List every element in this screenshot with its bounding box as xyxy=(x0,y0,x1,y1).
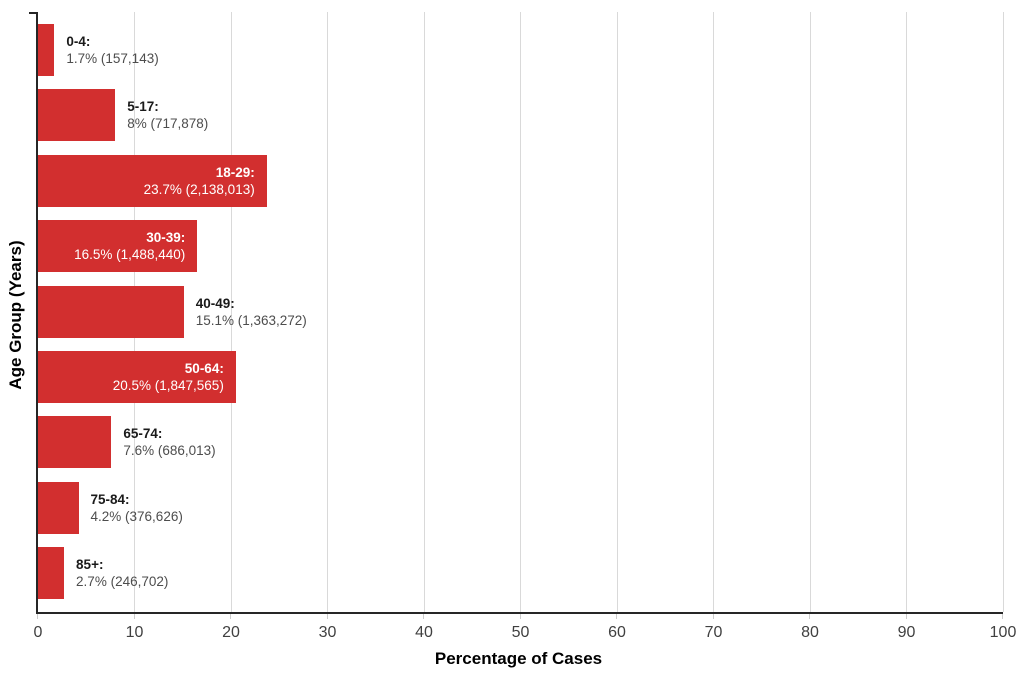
bar-label-value: 20.5% (1,847,565) xyxy=(112,378,224,393)
bar-30-39 xyxy=(38,220,198,273)
bar-label-group: 40-49: xyxy=(195,295,235,311)
bar-5-17 xyxy=(38,89,116,142)
bar-0-4 xyxy=(38,24,55,76)
bar-50-64 xyxy=(38,351,236,403)
x-tick-mark-70 xyxy=(712,614,714,619)
x-tick-label-20: 20 xyxy=(222,624,240,641)
x-tick-mark-20 xyxy=(230,614,231,619)
bar-label-50-64: 50-64: 20.5% (1,847,565) xyxy=(113,360,224,394)
bar-label-group: 30-39: xyxy=(146,230,186,246)
bar-label-30-39: 30-39: 16.5% (1,488,440) xyxy=(74,229,185,263)
bar-85+ xyxy=(38,547,65,600)
x-tick-label-50: 50 xyxy=(511,624,530,641)
gridline-x-50 xyxy=(520,12,521,612)
gridline-x-100 xyxy=(1002,12,1004,612)
x-tick-mark-80 xyxy=(809,614,810,619)
bar-label-value: 1.7% (157,143) xyxy=(66,51,159,66)
x-tick-mark-0 xyxy=(37,614,38,619)
x-tick-label-40: 40 xyxy=(415,624,433,641)
gridline-x-90 xyxy=(906,12,907,612)
bar-label-75-84: 75-84: 4.2% (376,626) xyxy=(91,491,183,525)
bar-label-5-17: 5-17: 8% (717,878) xyxy=(127,98,208,132)
bar-label-group: 5-17: xyxy=(127,99,159,115)
bar-label-group: 18-29: xyxy=(215,164,255,180)
bar-label-group: 50-64: xyxy=(184,361,224,376)
x-tick-mark-30 xyxy=(326,614,328,619)
bar-label-group: 85+: xyxy=(76,557,104,573)
x-tick-mark-60 xyxy=(616,614,617,619)
gridline-x-60 xyxy=(616,12,618,612)
y-axis-title: Age Group (Years) xyxy=(6,240,25,390)
x-tick-label-100: 100 xyxy=(989,624,1017,641)
x-tick-mark-90 xyxy=(905,614,907,619)
bar-label-value: 8% (717,878) xyxy=(127,116,209,132)
x-tick-mark-100 xyxy=(1002,614,1003,619)
bar-label-65-74: 65-74: 7.6% (686,013) xyxy=(123,425,215,459)
bar-label-value: 4.2% (376,626) xyxy=(90,508,183,524)
x-tick-mark-50 xyxy=(519,614,521,619)
bar-label-value: 23.7% (2,138,013) xyxy=(143,181,255,197)
plot-area: 0-4: 1.7% (157,143) 5-17: 8% (717,878) 18-29… xyxy=(29,12,1004,614)
gridline-x-70 xyxy=(713,12,714,612)
bar-label-group: 75-84: xyxy=(90,491,130,507)
gridline-x-30 xyxy=(327,12,328,612)
bar-label-0-4: 0-4: 1.7% (157,143) xyxy=(66,33,158,67)
x-tick-label-30: 30 xyxy=(318,624,337,641)
x-tick-label-90: 90 xyxy=(897,624,916,641)
bar-label-value: 7.6% (686,013) xyxy=(123,443,216,459)
bar-40-49 xyxy=(38,285,184,338)
bar-75-84 xyxy=(38,481,79,534)
x-tick-label-80: 80 xyxy=(801,624,819,641)
x-tick-label-70: 70 xyxy=(704,624,723,641)
bar-label-85+: 85+: 2.7% (246,702) xyxy=(76,556,168,590)
bar-label-value: 16.5% (1,488,440) xyxy=(74,247,186,263)
bar-18-29 xyxy=(38,154,267,207)
gridline-x-20 xyxy=(230,12,232,612)
bar-65-74 xyxy=(38,416,112,469)
bar-label-value: 2.7% (246,702) xyxy=(76,574,169,590)
y-axis-spine-cap xyxy=(29,12,36,14)
x-tick-label-10: 10 xyxy=(125,624,144,641)
x-tick-label-0: 0 xyxy=(33,624,43,641)
bar-label-group: 65-74: xyxy=(123,426,163,442)
gridline-x-40 xyxy=(423,12,425,612)
x-tick-label-60: 60 xyxy=(608,624,626,641)
bar-label-value: 15.1% (1,363,272) xyxy=(195,312,307,328)
bar-label-18-29: 18-29: 23.7% (2,138,013) xyxy=(144,164,255,198)
bar-label-group: 0-4: xyxy=(66,34,91,49)
x-axis-title: Percentage of Cases xyxy=(434,649,603,668)
x-tick-mark-40 xyxy=(423,614,424,619)
gridline-x-80 xyxy=(809,12,811,612)
bar-label-40-49: 40-49: 15.1% (1,363,272) xyxy=(196,295,307,329)
x-tick-mark-10 xyxy=(133,614,135,619)
